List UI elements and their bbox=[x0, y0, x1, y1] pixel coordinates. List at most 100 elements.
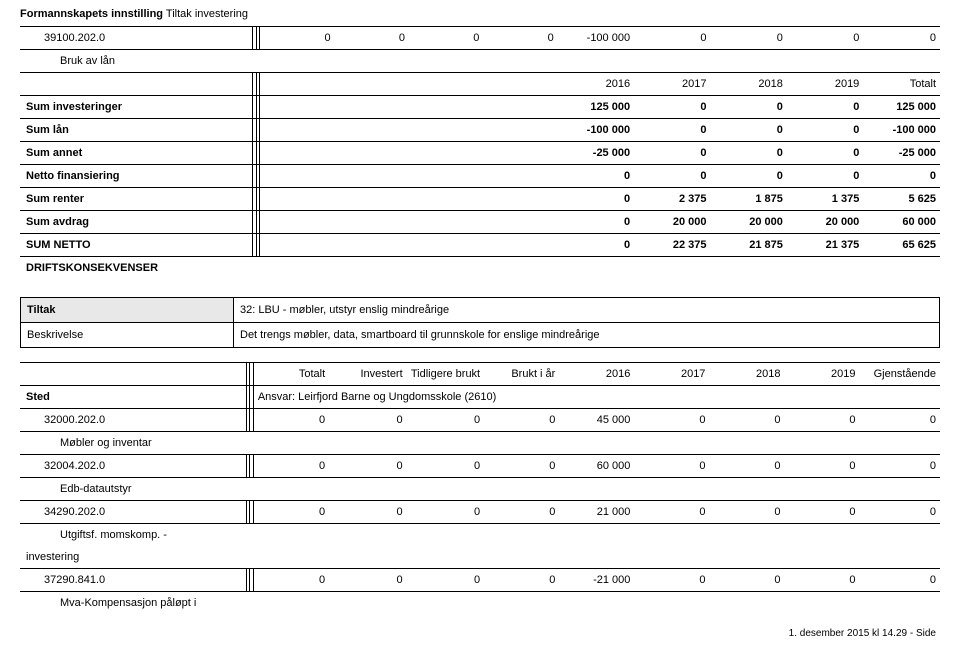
col-header: 2019 bbox=[784, 363, 859, 386]
row-label: Sum annet bbox=[20, 142, 253, 165]
cell bbox=[260, 142, 335, 165]
cell bbox=[483, 142, 557, 165]
cell bbox=[409, 257, 483, 280]
cell: 2017 bbox=[634, 73, 710, 96]
row-underlabel2: investering bbox=[20, 546, 246, 569]
cell: 0 bbox=[260, 27, 335, 50]
cell: 1 875 bbox=[711, 188, 787, 211]
cell: -100 000 bbox=[558, 119, 634, 142]
cell: -21 000 bbox=[559, 569, 634, 592]
cell: 125 000 bbox=[558, 96, 634, 119]
row-label bbox=[20, 73, 253, 96]
cell: 0 bbox=[253, 409, 329, 432]
row-label: 34290.202.0 bbox=[20, 501, 246, 524]
cell bbox=[260, 119, 335, 142]
cell bbox=[483, 96, 557, 119]
row-underlabel: Bruk av lån bbox=[20, 50, 253, 73]
cell: 0 bbox=[860, 455, 940, 478]
col-header: Gjenstående bbox=[860, 363, 940, 386]
cell: 0 bbox=[860, 569, 940, 592]
cell: 0 bbox=[787, 96, 863, 119]
cell bbox=[335, 73, 409, 96]
cell: 0 bbox=[253, 501, 329, 524]
cell bbox=[335, 142, 409, 165]
cell: 0 bbox=[709, 569, 784, 592]
header-bold: Formannskapets innstilling bbox=[20, 8, 163, 20]
cell bbox=[483, 119, 557, 142]
cell: 0 bbox=[634, 455, 709, 478]
page-header: Formannskapets innstilling Tiltak invest… bbox=[20, 8, 940, 20]
cell: 0 bbox=[558, 165, 634, 188]
cell: 0 bbox=[335, 27, 409, 50]
cell bbox=[558, 257, 634, 280]
beskrivelse-value: Det trengs møbler, data, smartboard til … bbox=[234, 323, 940, 348]
cell bbox=[409, 73, 483, 96]
cell bbox=[335, 165, 409, 188]
cell bbox=[483, 211, 557, 234]
row-underlabel: Utgiftsf. momskomp. - bbox=[20, 524, 246, 547]
cell bbox=[335, 234, 409, 257]
cell bbox=[483, 73, 557, 96]
cell bbox=[409, 96, 483, 119]
col-header: Totalt bbox=[253, 363, 329, 386]
cell: 22 375 bbox=[634, 234, 710, 257]
col-header: 2017 bbox=[634, 363, 709, 386]
cell bbox=[409, 165, 483, 188]
cell: 0 bbox=[484, 455, 559, 478]
cell: 0 bbox=[634, 27, 710, 50]
cell: -25 000 bbox=[863, 142, 940, 165]
cell: 0 bbox=[558, 234, 634, 257]
col-header: 2018 bbox=[709, 363, 784, 386]
cell: 0 bbox=[484, 569, 559, 592]
cell bbox=[483, 234, 557, 257]
cell bbox=[335, 96, 409, 119]
cell bbox=[335, 188, 409, 211]
cell bbox=[409, 119, 483, 142]
tiltak-value: 32: LBU - møbler, utstyr enslig mindreår… bbox=[234, 298, 940, 323]
cell: 0 bbox=[407, 455, 484, 478]
row-label: Sum lån bbox=[20, 119, 253, 142]
cell: 0 bbox=[634, 501, 709, 524]
cell bbox=[260, 188, 335, 211]
col-header: Brukt i år bbox=[484, 363, 559, 386]
cell: 0 bbox=[483, 27, 557, 50]
cell: 0 bbox=[558, 211, 634, 234]
cell: 0 bbox=[634, 409, 709, 432]
cell bbox=[483, 188, 557, 211]
cell: 0 bbox=[634, 569, 709, 592]
table-1: 39100.202.00000-100 0000000Bruk av lån20… bbox=[20, 26, 940, 279]
cell: 0 bbox=[711, 165, 787, 188]
tiltak-label: Tiltak bbox=[21, 298, 234, 323]
cell: 5 625 bbox=[863, 188, 940, 211]
cell bbox=[483, 165, 557, 188]
cell bbox=[711, 257, 787, 280]
cell bbox=[260, 257, 335, 280]
cell: 0 bbox=[329, 455, 407, 478]
cell: 0 bbox=[709, 409, 784, 432]
cell: 20 000 bbox=[711, 211, 787, 234]
col-header: Investert bbox=[329, 363, 407, 386]
cell: 0 bbox=[634, 96, 710, 119]
cell: 0 bbox=[329, 501, 407, 524]
page-footer: 1. desember 2015 kl 14.29 - Side bbox=[20, 628, 940, 639]
row-underlabel: Møbler og inventar bbox=[20, 432, 246, 455]
cell: 2 375 bbox=[634, 188, 710, 211]
cell: 0 bbox=[709, 501, 784, 524]
cell: 0 bbox=[709, 455, 784, 478]
cell: -100 000 bbox=[863, 119, 940, 142]
cell: 0 bbox=[558, 188, 634, 211]
cell: 0 bbox=[329, 409, 407, 432]
cell: 0 bbox=[407, 569, 484, 592]
cell bbox=[409, 188, 483, 211]
cell bbox=[260, 73, 335, 96]
row-underlabel: Mva-Kompensasjon påløpt i bbox=[20, 592, 246, 615]
cell: 0 bbox=[253, 455, 329, 478]
cell: 0 bbox=[409, 27, 483, 50]
cell bbox=[483, 257, 557, 280]
cell: 0 bbox=[784, 569, 859, 592]
cell: 21 375 bbox=[787, 234, 863, 257]
cell: 0 bbox=[711, 27, 787, 50]
row-label: SUM NETTO bbox=[20, 234, 253, 257]
header-rest: Tiltak investering bbox=[163, 8, 248, 20]
cell bbox=[787, 257, 863, 280]
